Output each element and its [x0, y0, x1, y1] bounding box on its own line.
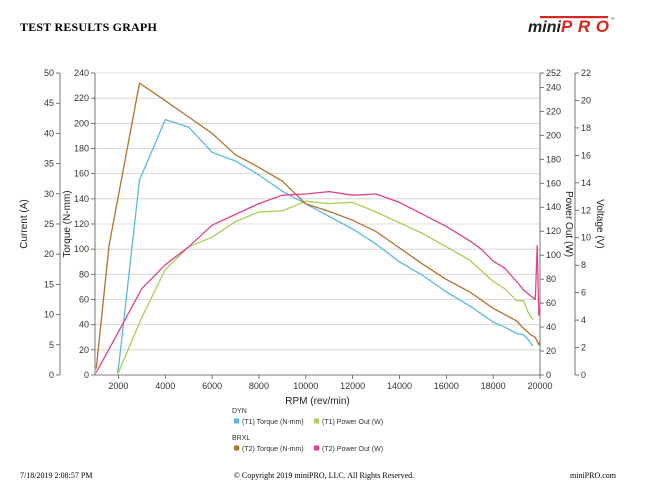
- current-tick-label: 50: [44, 68, 54, 78]
- x-tick-label: 8000: [249, 381, 269, 391]
- legend-swatch: [234, 418, 239, 424]
- power-axis-label: Power Out (W): [563, 191, 574, 257]
- svg-text:™: ™: [610, 17, 615, 23]
- legend-group-title: BRXL: [232, 435, 250, 442]
- x-tick-label: 10000: [293, 381, 318, 391]
- legend-swatch: [314, 418, 319, 424]
- power-tick-label: 100: [546, 250, 561, 260]
- power-tick-label: 160: [546, 178, 561, 188]
- x-tick-label: 16000: [434, 381, 459, 391]
- power-tick-label: 140: [546, 202, 561, 212]
- x-tick-label: 2000: [108, 381, 128, 391]
- torque-tick-label: 120: [74, 219, 89, 229]
- voltage-tick-label: 8: [581, 260, 586, 270]
- current-tick-label: 45: [44, 98, 54, 108]
- x-tick-label: 18000: [481, 381, 506, 391]
- x-tick-label: 14000: [387, 381, 412, 391]
- test-results-chart: 2000 4000 6000 8000 10000 12000 14000 16000 1800…: [19, 68, 605, 453]
- series-line-4: [95, 190, 541, 373]
- current-tick-label: 25: [44, 219, 54, 229]
- torque-tick-label: 0: [84, 370, 89, 380]
- power-tick-label: 0: [546, 370, 551, 380]
- grid-lines: [95, 72, 540, 351]
- torque-tick-label: 140: [74, 194, 89, 204]
- website-link: miniPRO.com: [569, 471, 616, 480]
- current-tick-label: 30: [44, 189, 54, 199]
- power-tick-label: 180: [546, 154, 561, 164]
- current-tick-label: 5: [49, 340, 54, 350]
- current-tick-label: 35: [44, 159, 54, 169]
- x-axis-label: RPM (rev/min): [285, 396, 349, 407]
- torque-tick-label: 240: [74, 68, 89, 78]
- legend-swatch: [234, 445, 239, 451]
- series-line-3: [95, 82, 541, 369]
- series-lines: [95, 82, 541, 375]
- copyright: © Copyright 2019 miniPRO, LLC. All Right…: [233, 471, 415, 480]
- torque-tick-label: 100: [74, 244, 89, 254]
- power-tick-label: 20: [546, 346, 556, 356]
- power-tick-label: 240: [546, 82, 561, 92]
- power-tick-label: 252: [546, 68, 561, 78]
- power-tick-label: 60: [546, 298, 556, 308]
- x-tick-label: 12000: [340, 381, 365, 391]
- torque-axis-label: Torque (N-mm): [62, 190, 73, 257]
- voltage-tick-label: 10: [581, 233, 591, 243]
- axes: 2000 4000 6000 8000 10000 12000 14000 16000 1800…: [19, 68, 605, 407]
- power-tick-label: 120: [546, 226, 561, 236]
- minipro-logo: mini PRO ™: [528, 14, 618, 41]
- torque-tick-label: 220: [74, 93, 89, 103]
- x-tick-label: 4000: [155, 381, 175, 391]
- torque-tick-label: 40: [79, 320, 89, 330]
- series-line-1: [116, 118, 534, 373]
- power-tick-label: 40: [546, 322, 556, 332]
- voltage-tick-label: 6: [581, 288, 586, 298]
- voltage-tick-label: 16: [581, 150, 591, 160]
- legend-label: (T1) Torque (N-mm): [242, 419, 304, 426]
- torque-tick-label: 20: [79, 345, 89, 355]
- voltage-tick-label: 0: [581, 370, 586, 380]
- voltage-tick-label: 2: [581, 343, 586, 353]
- x-tick-label: 20000: [527, 381, 552, 391]
- voltage-tick-label: 14: [581, 178, 591, 188]
- voltage-axis-label: Voltage (V): [594, 199, 605, 248]
- torque-tick-label: 80: [79, 269, 89, 279]
- legend-label: (T2) Power Out (W): [322, 446, 383, 453]
- power-tick-label: 200: [546, 130, 561, 140]
- legend-label: (T1) Power Out (W): [322, 419, 383, 426]
- voltage-tick-label: 20: [581, 95, 591, 105]
- legend: DYN (T1) Torque (N-mm) (T1) Power Out (W) B…: [232, 408, 383, 453]
- timestamp: 7/18/2019 2:08:57 PM: [20, 471, 93, 480]
- current-tick-label: 20: [44, 249, 54, 259]
- current-tick-label: 10: [44, 310, 54, 320]
- current-tick-label: 40: [44, 128, 54, 138]
- torque-tick-label: 60: [79, 295, 89, 305]
- legend-group-title: DYN: [232, 408, 247, 415]
- voltage-tick-label: 22: [581, 68, 591, 78]
- voltage-tick-label: 12: [581, 205, 591, 215]
- legend-swatch: [314, 445, 319, 451]
- torque-tick-label: 160: [74, 169, 89, 179]
- legend-label: (T2) Torque (N-mm): [242, 446, 304, 453]
- current-tick-label: 15: [44, 279, 54, 289]
- torque-tick-label: 180: [74, 144, 89, 154]
- voltage-tick-label: 4: [581, 315, 586, 325]
- power-tick-label: 80: [546, 274, 556, 284]
- voltage-tick-label: 18: [581, 123, 591, 133]
- torque-tick-label: 200: [74, 118, 89, 128]
- power-tick-label: 220: [546, 106, 561, 116]
- x-tick-label: 6000: [202, 381, 222, 391]
- series-line-2: [116, 200, 534, 375]
- page-title: TEST RESULTS GRAPH: [20, 20, 157, 34]
- current-tick-label: 0: [49, 370, 54, 380]
- svg-text:mini: mini: [528, 19, 562, 36]
- current-axis-label: Current (A): [19, 199, 30, 248]
